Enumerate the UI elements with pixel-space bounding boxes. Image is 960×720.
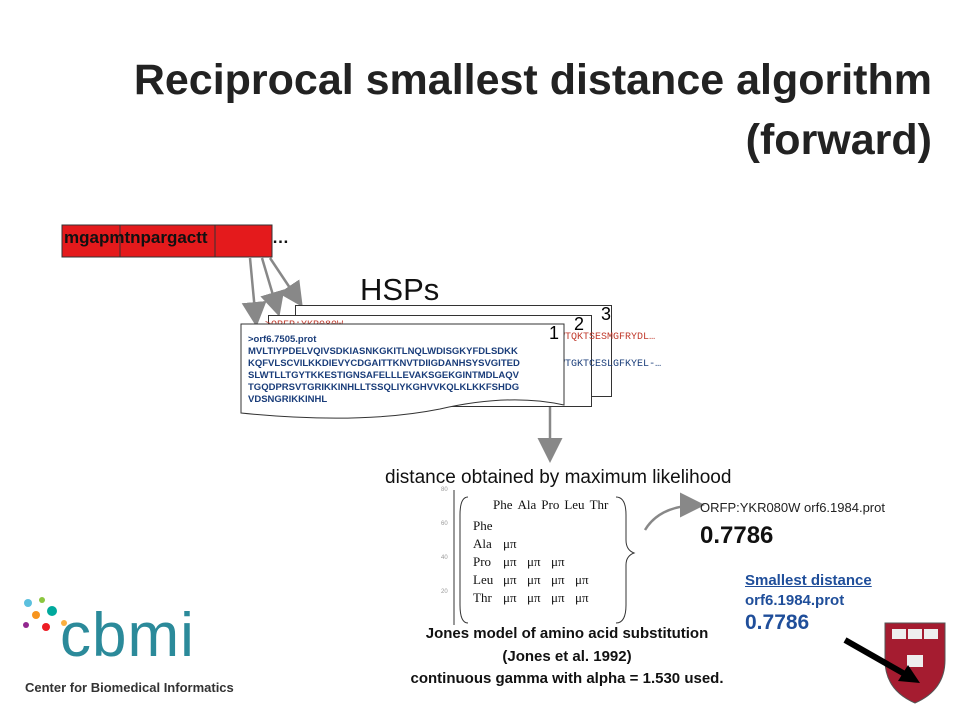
- title-line: Reciprocal smallest distance algorithm: [133, 56, 932, 104]
- front-alignment: >orf6.7505.prot MVLTIYPDELVQIVSDKIASNKGKI…: [248, 334, 520, 406]
- matrix-header: Phe Ala Pro Leu Thr: [473, 497, 613, 513]
- matrix-row: Phe: [473, 517, 613, 535]
- matrix-row: Pro μπ μπ μπ: [473, 553, 613, 571]
- sequence-line: SLWTLLTGYTKKESTIGNSAFELLLEVAKSGEKGINTMDL…: [248, 370, 519, 381]
- sequence-line: MVLTIYPDELVQIVSDKIASNKGKITLNQLWDISGKYFDL…: [248, 346, 518, 357]
- sequence-line: VDSNGRIKKINHL: [248, 394, 328, 405]
- matrix-figure: [453, 490, 636, 625]
- smallest-label: Smallest distance: [745, 572, 872, 589]
- model-line: continuous gamma with alpha = 1.530 used…: [410, 670, 724, 687]
- sheet-number: 2: [574, 314, 585, 334]
- logo-dots: [23, 597, 67, 631]
- matrix-row: Ala μπ: [473, 535, 613, 553]
- title-line: (forward): [745, 116, 932, 164]
- matrix-cell: μπ: [503, 536, 517, 551]
- sheet-number: 1: [549, 323, 560, 343]
- result-pair: ORFP:YKR080W orf6.1984.prot: [700, 500, 885, 515]
- result-distance: 0.7786: [700, 522, 774, 549]
- logo-name: cbmi: [60, 601, 195, 670]
- sheet-number: 3: [601, 304, 612, 324]
- matrix-row-label: Leu: [473, 572, 494, 587]
- query-ellipsis: …: [272, 228, 289, 247]
- matrix: Phe Ala Pro Leu Thr Phe Ala μπ Pro μπ μπ μπ Leu μπ μπ μ…: [473, 497, 613, 607]
- distance-label: distance obtained by maximum likelihood: [385, 467, 732, 488]
- axis-tick: 20: [441, 589, 448, 595]
- matrix-col: Ala: [517, 497, 537, 512]
- front-sheet: [240, 323, 565, 419]
- matrix-row: Leu μπ μπ μπ μπ: [473, 571, 613, 589]
- sequence-line: >orf6.7505.prot: [248, 334, 317, 345]
- query-sequence: mgapmtnpargactt: [64, 228, 208, 247]
- matrix-cell: μπ: [575, 572, 589, 587]
- axis-tick: 80: [441, 487, 448, 493]
- sequence-line: KQFVLSCVILKKDIEVYCDGAITTKNVTDIIGDANHSYSV…: [248, 358, 520, 369]
- matrix-row-label: Ala: [473, 536, 492, 551]
- matrix-cell: μπ: [503, 554, 517, 569]
- model-line: Jones model of amino acid substitution: [425, 625, 709, 642]
- matrix-col: Thr: [589, 497, 609, 512]
- logo-subtitle: Center for Biomedical Informatics: [25, 680, 234, 695]
- hsps-label: HSPs: [360, 272, 440, 307]
- axis-tick: 60: [441, 521, 448, 527]
- matrix-col: Leu: [564, 497, 585, 512]
- model-line: (Jones et al. 1992): [502, 648, 632, 665]
- matrix-col: Pro: [541, 497, 560, 512]
- matrix-cell: μπ: [527, 572, 541, 587]
- shield: [843, 622, 946, 704]
- matrix-cell: μπ: [575, 590, 589, 605]
- matrix-row-label: Pro: [473, 554, 492, 569]
- smallest-name: orf6.1984.prot: [745, 592, 845, 609]
- matrix-cell: μπ: [551, 590, 565, 605]
- matrix-row: Thr μπ μπ μπ μπ: [473, 589, 613, 607]
- matrix-row-label: Thr: [473, 590, 492, 605]
- smallest-distance: 0.7786: [745, 611, 810, 634]
- axis-tick: 40: [441, 555, 448, 561]
- matrix-cell: μπ: [527, 590, 541, 605]
- matrix-cell: μπ: [551, 554, 565, 569]
- sequence-line: TGQDPRSVTGRIKKINHLLTSSQLIYKGHVVKQLKLKKFS…: [248, 382, 520, 393]
- query-box: [61, 224, 273, 258]
- matrix-cell: μπ: [503, 590, 517, 605]
- matrix-col: Phe: [493, 497, 513, 512]
- matrix-cell: μπ: [503, 572, 517, 587]
- matrix-row-label: Phe: [473, 518, 493, 533]
- matrix-cell: μπ: [551, 572, 565, 587]
- matrix-cell: μπ: [527, 554, 541, 569]
